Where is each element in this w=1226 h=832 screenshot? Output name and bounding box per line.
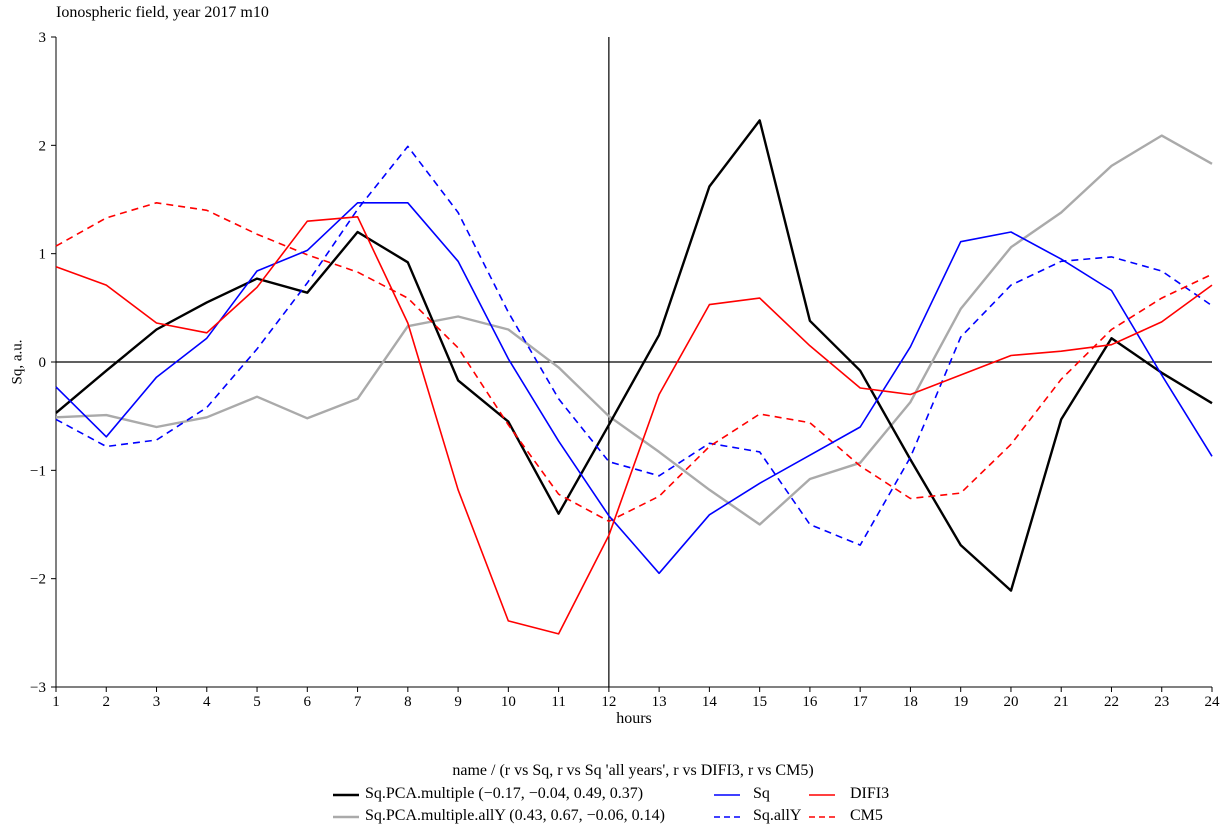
y-axis-label: Sq, a.u. [9, 339, 26, 385]
x-tick-label: 8 [404, 694, 412, 710]
series-line-4 [55, 145, 1213, 546]
series-line-3 [55, 134, 1213, 526]
reference-lines [56, 37, 1212, 687]
legend-label-sq-ally: Sq.allY [753, 807, 802, 824]
x-tick-label: 10 [501, 694, 516, 710]
legend-label-sq-pca-multiple: Sq.PCA.multiple (−0.17, −0.04, 0.49, 0.3… [365, 785, 644, 802]
x-tick-label: 15 [752, 694, 767, 710]
series-line-5 [55, 202, 1213, 523]
x-axis-label: hours [616, 710, 652, 727]
series-line-0 [55, 119, 1213, 592]
legend-label-cm5: CM5 [850, 807, 883, 824]
x-tick-label: 6 [304, 694, 312, 710]
legend-label-difi3: DIFI3 [850, 785, 890, 802]
x-tick-label: 12 [601, 694, 616, 710]
x-tick-label: 22 [1104, 694, 1119, 710]
legend-title: name / (r vs Sq, r vs Sq 'all years', r … [452, 762, 814, 779]
x-tick-label: 3 [153, 694, 161, 710]
series-line-1 [55, 202, 1213, 575]
x-tick-label: 5 [253, 694, 261, 710]
x-tick-label: 19 [953, 694, 968, 710]
x-tick-label: 16 [802, 694, 818, 710]
x-tick-label: 7 [354, 694, 362, 710]
x-tick-label: 2 [103, 694, 111, 710]
x-tick-label: 13 [652, 694, 667, 710]
y-tick-label: −1 [30, 463, 46, 479]
x-tick-label: 4 [203, 694, 211, 710]
x-tick-label: 18 [903, 694, 918, 710]
x-tick-label: 20 [1003, 694, 1018, 710]
series-line-2 [55, 216, 1213, 635]
x-tick-label: 23 [1154, 694, 1169, 710]
x-tick-label: 11 [551, 694, 565, 710]
y-tick-label: 1 [39, 247, 47, 263]
x-tick-label: 9 [454, 694, 462, 710]
y-tick-label: −2 [30, 572, 46, 588]
y-tick-label: 3 [39, 30, 47, 46]
x-tick-label: 1 [52, 694, 60, 710]
x-tick-label: 24 [1205, 694, 1221, 710]
series-lines [55, 119, 1213, 635]
chart-title: Ionospheric field, year 2017 m10 [56, 4, 269, 21]
y-tick-label: 0 [39, 355, 47, 371]
y-tick-label: −3 [30, 680, 46, 696]
x-tick-label: 14 [702, 694, 718, 710]
x-tick-label: 21 [1054, 694, 1069, 710]
axes: 1 2 3 4 5 6 7 8 9 10 11 12 13 14 15 16 17 18 19 20 21 22 23 24−… [30, 30, 1220, 710]
x-tick-label: 17 [853, 694, 869, 710]
legend-label-sq: Sq [753, 785, 770, 802]
y-tick-label: 2 [39, 138, 47, 154]
legend-label-sq-pca-multiple-ally: Sq.PCA.multiple.allY (0.43, 0.67, −0.06,… [365, 807, 665, 824]
legend-swatches [333, 793, 835, 819]
